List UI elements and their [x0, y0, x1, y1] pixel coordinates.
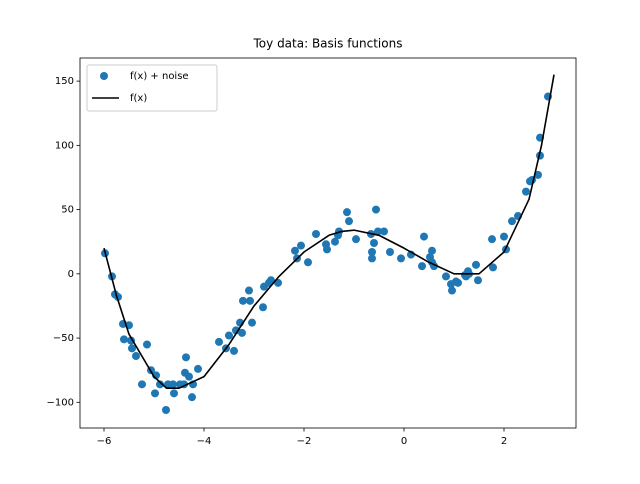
point: [386, 247, 394, 256]
point: [232, 326, 240, 335]
point: [239, 296, 247, 305]
x-tick-label: −4: [197, 436, 212, 447]
point: [225, 331, 233, 340]
point: [128, 344, 136, 353]
point: [127, 336, 135, 345]
point: [472, 260, 480, 269]
point: [194, 364, 202, 373]
point: [304, 258, 312, 267]
point: [238, 328, 246, 337]
point: [352, 235, 360, 244]
point: [331, 237, 339, 246]
point: [185, 372, 193, 381]
point: [343, 208, 351, 217]
x-tick-label: 2: [501, 436, 507, 447]
point: [522, 187, 530, 196]
legend-marker: [100, 72, 108, 80]
x-tick-label: −6: [97, 436, 112, 447]
point: [312, 230, 320, 239]
point: [138, 380, 146, 389]
point: [156, 380, 164, 389]
plot-area: [101, 74, 555, 415]
point: [151, 389, 159, 398]
point: [297, 241, 305, 250]
point: [372, 205, 380, 214]
y-tick-label: 150: [55, 76, 74, 87]
point: [397, 254, 405, 263]
point: [370, 239, 378, 247]
x-tick-label: 0: [401, 436, 407, 447]
point: [448, 286, 456, 295]
point: [248, 318, 256, 327]
point: [428, 246, 436, 255]
point: [380, 227, 388, 236]
point: [442, 272, 450, 281]
point: [489, 263, 497, 272]
chart-title: Toy data: Basis functions: [253, 37, 403, 51]
point: [454, 278, 462, 287]
point: [420, 232, 428, 241]
line: [103, 74, 555, 389]
point: [418, 262, 426, 271]
y-tick-label: 100: [55, 140, 74, 151]
y-tick-label: −100: [47, 397, 74, 408]
point: [345, 217, 353, 226]
point: [245, 286, 253, 295]
legend-label: f(x) + noise: [130, 71, 189, 82]
point: [259, 303, 267, 312]
point: [488, 235, 496, 244]
point: [143, 340, 151, 349]
point: [368, 254, 376, 263]
point: [474, 276, 482, 285]
point: [368, 247, 376, 256]
point: [230, 346, 238, 355]
point: [132, 352, 140, 361]
point: [291, 246, 299, 255]
point: [374, 227, 382, 236]
legend-box: [86, 64, 218, 112]
point: [162, 406, 170, 415]
point: [508, 217, 516, 226]
y-tick-label: 0: [68, 269, 74, 280]
point: [323, 245, 331, 254]
point: [170, 389, 178, 398]
point: [534, 170, 542, 179]
point: [120, 335, 128, 344]
y-tick-label: −50: [53, 333, 74, 344]
point: [169, 380, 177, 389]
point: [246, 296, 254, 305]
point: [500, 232, 508, 241]
axes-frame: [79, 57, 577, 429]
x-tick-label: −2: [297, 436, 312, 447]
point: [215, 337, 223, 346]
point: [188, 393, 196, 402]
point: [182, 353, 190, 362]
y-tick-label: 50: [61, 205, 74, 216]
legend-label: f(x): [130, 93, 147, 104]
